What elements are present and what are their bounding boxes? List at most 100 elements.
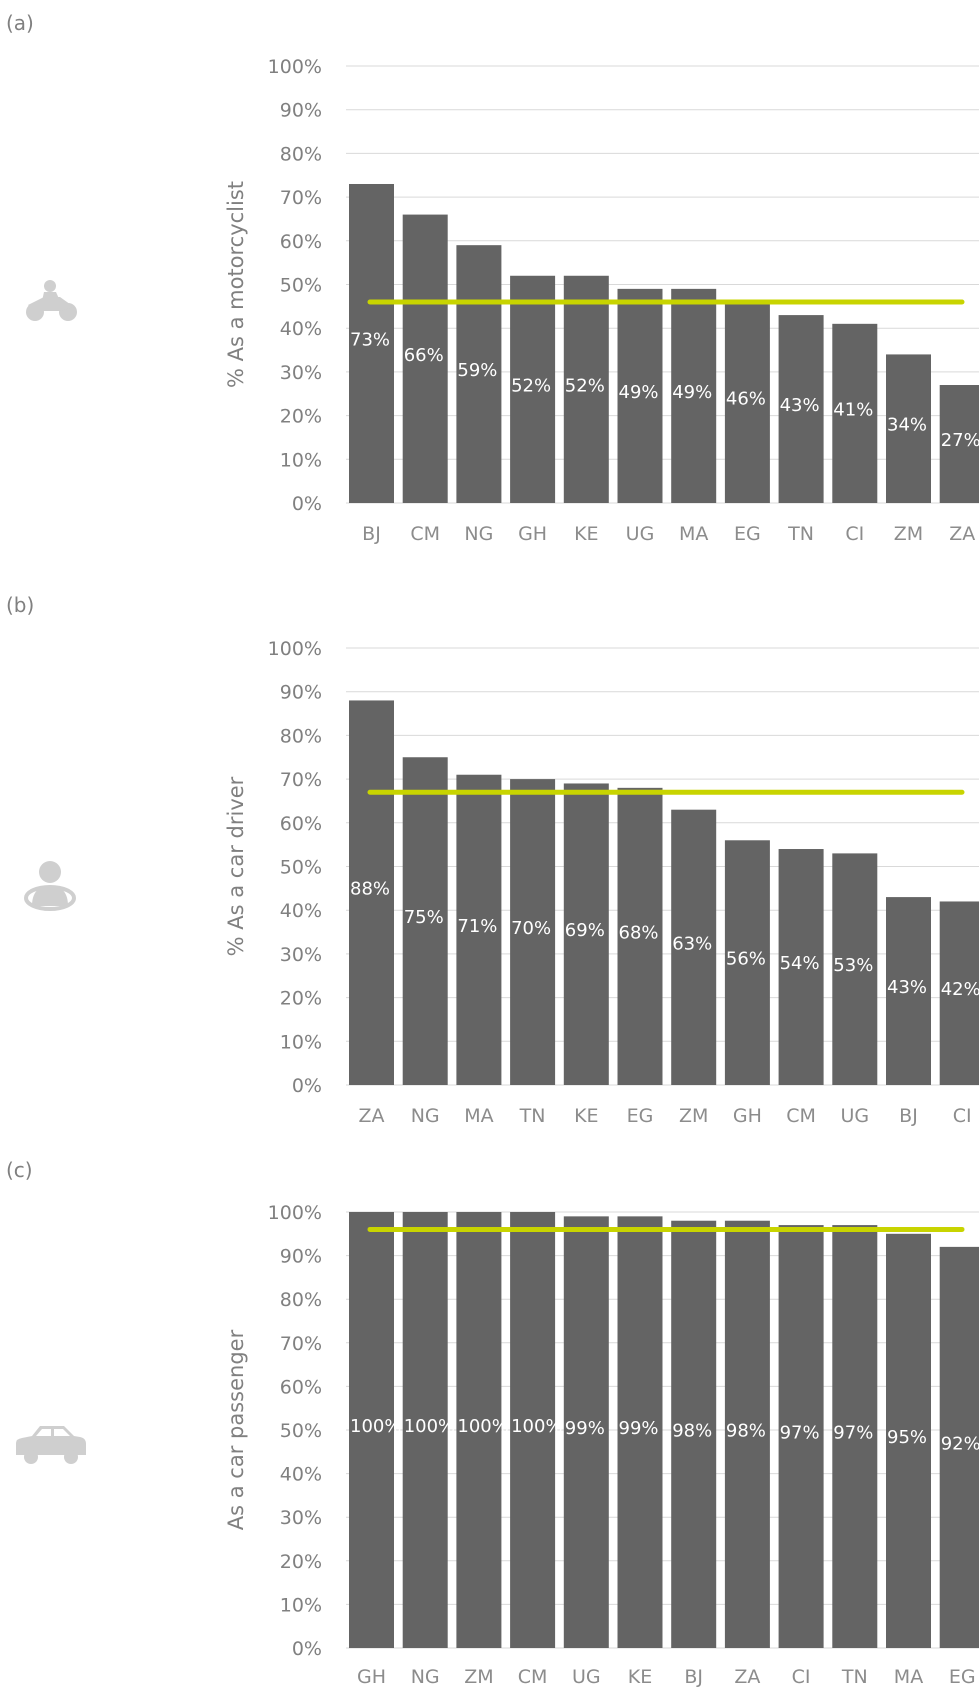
category-label: CI bbox=[953, 1105, 972, 1127]
y-tick-label: 0% bbox=[292, 493, 322, 515]
y-tick-label: 30% bbox=[280, 944, 322, 966]
category-label: CM bbox=[410, 523, 440, 545]
bar bbox=[832, 323, 878, 503]
category-label: TN bbox=[519, 1105, 546, 1127]
category-label: MA bbox=[894, 1666, 923, 1688]
category-label: ZA bbox=[949, 523, 975, 545]
panel-label: (b) bbox=[6, 593, 34, 617]
bar bbox=[456, 774, 502, 1085]
data-label: 49% bbox=[619, 382, 659, 403]
panel-label: (c) bbox=[6, 1158, 33, 1182]
data-label: 43% bbox=[887, 977, 927, 998]
bar bbox=[671, 1220, 717, 1648]
data-label: 75% bbox=[404, 907, 444, 928]
bar bbox=[617, 1216, 663, 1648]
data-label: 68% bbox=[619, 922, 659, 943]
category-label: BJ bbox=[899, 1105, 918, 1127]
y-tick-label: 40% bbox=[280, 318, 322, 340]
data-label: 99% bbox=[565, 1418, 605, 1439]
y-tick-label: 50% bbox=[280, 1420, 322, 1442]
category-label: MA bbox=[679, 523, 708, 545]
category-label: EG bbox=[734, 523, 761, 545]
category-label: ZM bbox=[679, 1105, 708, 1127]
y-tick-label: 30% bbox=[280, 1507, 322, 1529]
bar bbox=[402, 1212, 448, 1648]
y-tick-label: 20% bbox=[280, 1551, 322, 1573]
y-tick-label: 100% bbox=[268, 56, 322, 78]
y-tick-label: 40% bbox=[280, 900, 322, 922]
y-tick-label: 60% bbox=[280, 1376, 322, 1398]
bar bbox=[886, 354, 931, 503]
data-label: 52% bbox=[511, 375, 551, 396]
y-tick-label: 90% bbox=[280, 682, 322, 704]
data-label: 56% bbox=[726, 949, 766, 970]
data-label: 34% bbox=[887, 415, 927, 436]
category-label: CM bbox=[518, 1666, 548, 1688]
bar bbox=[778, 315, 824, 503]
y-axis-label: As a car passenger bbox=[224, 1329, 248, 1530]
data-label: 43% bbox=[780, 395, 820, 416]
car-icon bbox=[16, 1426, 86, 1464]
motorcycle-body bbox=[28, 297, 74, 311]
bar bbox=[939, 1246, 979, 1648]
data-label: 97% bbox=[833, 1423, 873, 1444]
bar bbox=[832, 1225, 878, 1648]
rider-head bbox=[44, 280, 56, 292]
data-label: 69% bbox=[565, 920, 605, 941]
category-label: ZA bbox=[734, 1666, 760, 1688]
y-tick-label: 80% bbox=[280, 725, 322, 747]
category-label: EG bbox=[627, 1105, 654, 1127]
category-label: UG bbox=[626, 523, 655, 545]
category-label: BJ bbox=[362, 523, 381, 545]
y-tick-label: 70% bbox=[280, 1333, 322, 1355]
driver-head bbox=[39, 861, 61, 883]
data-label: 88% bbox=[350, 879, 390, 900]
bar bbox=[563, 1216, 609, 1648]
y-tick-label: 100% bbox=[268, 1202, 322, 1224]
category-label: KE bbox=[628, 1666, 652, 1688]
category-label: CM bbox=[786, 1105, 816, 1127]
y-tick-label: 10% bbox=[280, 1594, 322, 1616]
car-rear-wheel bbox=[24, 1450, 38, 1464]
y-axis-label: % As a motorcyclist bbox=[224, 181, 248, 388]
category-label: TN bbox=[787, 523, 814, 545]
bar bbox=[349, 183, 394, 504]
data-label: 98% bbox=[726, 1420, 766, 1441]
data-label: 49% bbox=[672, 382, 712, 403]
data-label: 70% bbox=[511, 918, 551, 939]
category-label: GH bbox=[518, 523, 547, 545]
bar bbox=[724, 301, 770, 503]
y-tick-label: 40% bbox=[280, 1464, 322, 1486]
bar bbox=[671, 288, 717, 503]
category-label: ZM bbox=[464, 1666, 493, 1688]
rider-body bbox=[42, 292, 60, 301]
bar bbox=[349, 700, 394, 1085]
bar bbox=[778, 849, 824, 1085]
bar bbox=[939, 385, 979, 503]
y-axis-label: % As a car driver bbox=[224, 776, 248, 956]
category-label: CI bbox=[792, 1666, 811, 1688]
bar bbox=[402, 757, 448, 1085]
bar bbox=[671, 809, 717, 1085]
bar bbox=[617, 787, 663, 1085]
data-label: 73% bbox=[350, 329, 390, 350]
y-tick-label: 70% bbox=[280, 769, 322, 791]
data-label: 97% bbox=[780, 1423, 820, 1444]
bar bbox=[724, 840, 770, 1085]
y-tick-label: 10% bbox=[280, 449, 322, 471]
category-label: GH bbox=[357, 1666, 386, 1688]
data-label: 99% bbox=[619, 1418, 659, 1439]
car-windows bbox=[36, 1429, 70, 1436]
category-label: ZA bbox=[358, 1105, 384, 1127]
category-label: KE bbox=[574, 523, 598, 545]
bar bbox=[402, 214, 448, 503]
category-label: GH bbox=[733, 1105, 762, 1127]
bar bbox=[886, 897, 931, 1085]
data-label: 95% bbox=[887, 1427, 927, 1448]
data-label: 59% bbox=[457, 360, 497, 381]
driver-body bbox=[32, 886, 68, 906]
car-driver-icon bbox=[24, 861, 76, 911]
bar bbox=[456, 245, 502, 504]
y-tick-label: 60% bbox=[280, 231, 322, 253]
